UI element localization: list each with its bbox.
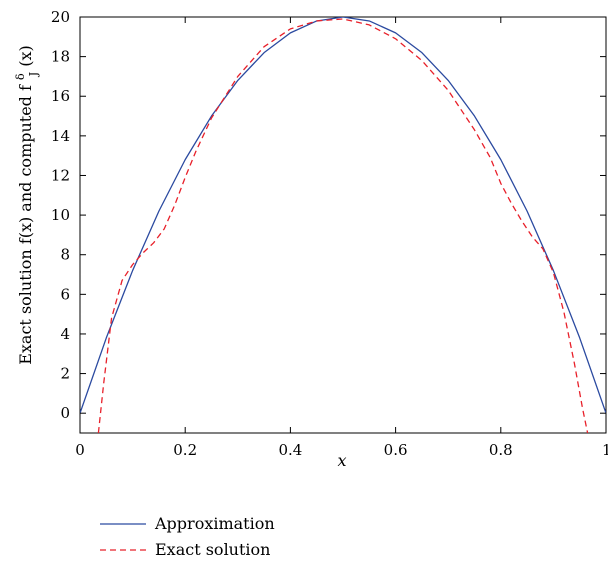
series-layer [80,17,606,433]
y-axis-label-suffix: (x) [16,45,35,67]
legend-label-exact-solution: Exact solution [155,540,270,559]
plot-frame [79,16,607,434]
y-tick-label: 8 [60,246,70,264]
y-axis-label-sup: δ [14,73,27,80]
legend: Approximation Exact solution [100,514,275,559]
plot-area [79,16,607,434]
y-tick-label: 12 [51,166,70,184]
y-axis-label-sub: J [27,72,40,77]
y-tick-label: 20 [51,8,70,26]
x-tick-label: 0.4 [278,441,302,459]
y-tick-label: 10 [51,206,70,224]
series-line-approximation [80,17,606,414]
x-tick-label: 0.8 [489,441,513,459]
y-tick-label: 4 [60,325,70,343]
y-tick-label: 16 [51,87,70,105]
y-axis-label-main: Exact solution f(x) and computed f [16,84,35,365]
x-axis-label: x [337,451,346,470]
y-axis-label: Exact solution f(x) and computed f δ J (… [9,45,41,365]
y-tick-label: 0 [60,404,70,422]
x-tick-label: 0 [75,441,85,459]
x-tick-label: 0.6 [384,441,408,459]
y-tick-label: 2 [60,365,70,383]
legend-label-approximation: Approximation [154,514,275,533]
x-tick-label: 0.2 [173,441,197,459]
y-tick-label: 14 [51,127,70,145]
series-line-exact-solution [97,18,589,433]
y-tick-label: 18 [51,48,70,66]
x-tick-label: 1 [602,441,608,459]
y-tick-label: 6 [60,285,70,303]
